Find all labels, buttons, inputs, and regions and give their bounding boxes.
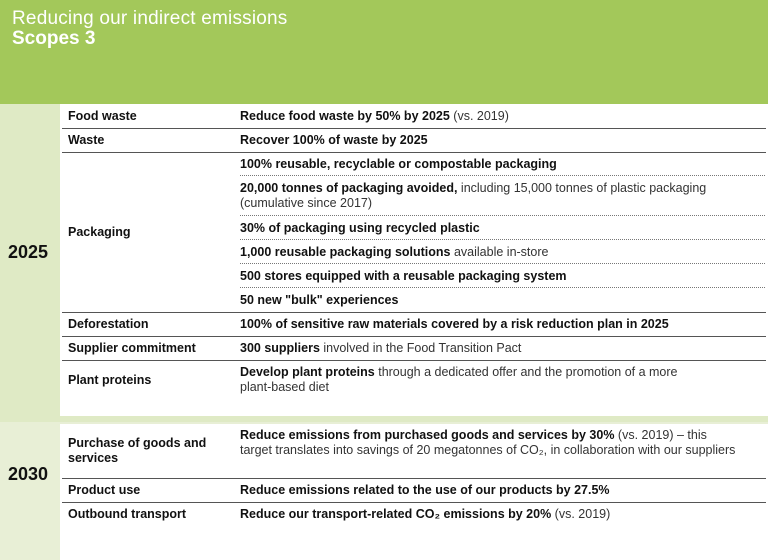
objective-waste: Recover 100% of waste by 2025 — [240, 133, 428, 147]
category-packaging: Packaging — [68, 225, 131, 239]
row-divider — [62, 360, 766, 361]
category-plant-proteins: Plant proteins — [68, 373, 152, 387]
year-label-2030: 2030 — [8, 464, 49, 484]
row-divider — [62, 312, 766, 313]
category-product-use: Product use — [68, 483, 141, 497]
objective-food-waste: Reduce food waste by 50% by 2025 (vs. 20… — [240, 109, 509, 123]
category-deforestation: Deforestation — [68, 317, 149, 331]
objective-packaging-3: 30% of packaging using recycled plastic — [240, 221, 480, 235]
item-divider — [240, 287, 765, 288]
row-divider — [62, 152, 766, 153]
category-purchase-goods-services: Purchase of goods and services — [68, 436, 207, 465]
category-food-waste: Food waste — [68, 109, 137, 123]
row-divider — [62, 336, 766, 337]
page-subtitle: Scopes 3 — [12, 28, 96, 49]
header-banner: Reducing our indirect emissions Scopes 3 — [0, 0, 768, 104]
objective-packaging-6: 50 new "bulk" experiences — [240, 293, 399, 307]
year-label-2025: 2025 — [8, 242, 49, 262]
objective-packaging-2: 20,000 tonnes of packaging avoided, incl… — [240, 181, 707, 210]
objective-purchase-goods-services: Reduce emissions from purchased goods an… — [240, 428, 736, 457]
category-supplier-commitment: Supplier commitment — [68, 341, 196, 355]
objective-supplier-commitment: 300 suppliers involved in the Food Trans… — [240, 341, 522, 355]
objective-product-use: Reduce emissions related to the use of o… — [240, 483, 610, 497]
objective-packaging-4: 1,000 reusable packaging solutions avail… — [240, 245, 549, 259]
row-divider — [62, 502, 766, 503]
objective-plant-proteins: Develop plant proteins through a dedicat… — [240, 365, 678, 394]
item-divider — [240, 175, 765, 176]
section-2030-table — [60, 424, 768, 560]
item-divider — [240, 263, 765, 264]
category-waste: Waste — [68, 133, 105, 147]
category-outbound-transport: Outbound transport — [68, 507, 187, 521]
row-divider — [62, 128, 766, 129]
item-divider — [240, 215, 765, 216]
objective-packaging-1: 100% reusable, recyclable or compostable… — [240, 157, 557, 171]
row-divider — [62, 478, 766, 479]
objective-deforestation: 100% of sensitive raw materials covered … — [240, 317, 669, 331]
page-title: Reducing our indirect emissions — [12, 8, 288, 29]
objective-packaging-5: 500 stores equipped with a reusable pack… — [240, 269, 567, 283]
objective-outbound-transport: Reduce our transport-related CO₂ emissio… — [240, 507, 611, 521]
item-divider — [240, 239, 765, 240]
section-2025-table — [60, 104, 768, 416]
